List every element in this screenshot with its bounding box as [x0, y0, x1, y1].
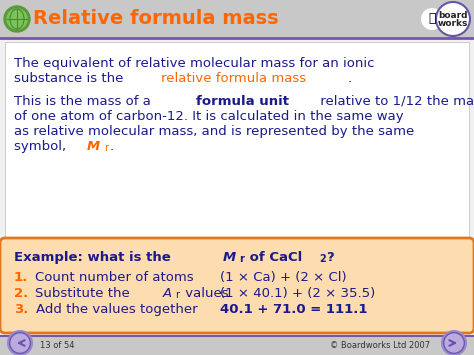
Text: of CaCl: of CaCl — [245, 251, 302, 264]
Text: 2: 2 — [319, 254, 326, 264]
Text: This is the mass of a: This is the mass of a — [14, 95, 155, 108]
Text: 📖: 📖 — [428, 11, 436, 24]
Text: r: r — [239, 254, 244, 264]
Text: relative to 1/12 the mass: relative to 1/12 the mass — [316, 95, 474, 108]
Text: r: r — [175, 290, 179, 300]
Text: A: A — [163, 287, 172, 300]
Text: Add the values together: Add the values together — [36, 303, 197, 316]
Text: works: works — [438, 20, 468, 28]
Text: .: . — [109, 140, 114, 153]
Text: as relative molecular mass, and is represented by the same: as relative molecular mass, and is repre… — [14, 125, 414, 138]
Text: of one atom of carbon-12. It is calculated in the same way: of one atom of carbon-12. It is calculat… — [14, 110, 404, 123]
Text: 1.: 1. — [14, 271, 28, 284]
Circle shape — [436, 2, 470, 36]
Text: The equivalent of relative molecular mass for an ionic: The equivalent of relative molecular mas… — [14, 57, 374, 70]
Circle shape — [4, 6, 30, 32]
FancyBboxPatch shape — [0, 238, 474, 333]
Text: (1 × Ca) + (2 × Cl): (1 × Ca) + (2 × Cl) — [220, 271, 346, 284]
Circle shape — [442, 331, 466, 355]
Text: 3.: 3. — [14, 303, 28, 316]
Text: formula unit: formula unit — [196, 95, 289, 108]
Circle shape — [445, 334, 463, 352]
Text: substance is the: substance is the — [14, 72, 128, 85]
Text: Example: what is the: Example: what is the — [14, 251, 175, 264]
Text: values: values — [181, 287, 228, 300]
FancyBboxPatch shape — [0, 0, 474, 38]
Text: 40.1 + 71.0 = 111.1: 40.1 + 71.0 = 111.1 — [220, 303, 367, 316]
Text: Substitute the: Substitute the — [36, 287, 135, 300]
Text: r: r — [104, 143, 108, 153]
Text: (1 × 40.1) + (2 × 35.5): (1 × 40.1) + (2 × 35.5) — [220, 287, 375, 300]
Text: relative formula mass: relative formula mass — [161, 72, 306, 85]
Text: Relative formula mass: Relative formula mass — [33, 10, 279, 28]
Text: Count number of atoms: Count number of atoms — [36, 271, 194, 284]
Circle shape — [11, 334, 29, 352]
Text: 13 of 54: 13 of 54 — [40, 340, 74, 350]
Text: © Boardworks Ltd 2007: © Boardworks Ltd 2007 — [330, 340, 430, 350]
Text: board: board — [438, 11, 468, 21]
FancyBboxPatch shape — [0, 336, 474, 355]
Text: 2.: 2. — [14, 287, 28, 300]
Circle shape — [421, 8, 443, 30]
Text: ?: ? — [326, 251, 334, 264]
Text: M: M — [222, 251, 236, 264]
Text: M: M — [87, 140, 100, 153]
Text: .: . — [348, 72, 352, 85]
FancyBboxPatch shape — [5, 42, 469, 237]
Text: symbol,: symbol, — [14, 140, 70, 153]
Circle shape — [8, 331, 32, 355]
Circle shape — [7, 9, 27, 29]
